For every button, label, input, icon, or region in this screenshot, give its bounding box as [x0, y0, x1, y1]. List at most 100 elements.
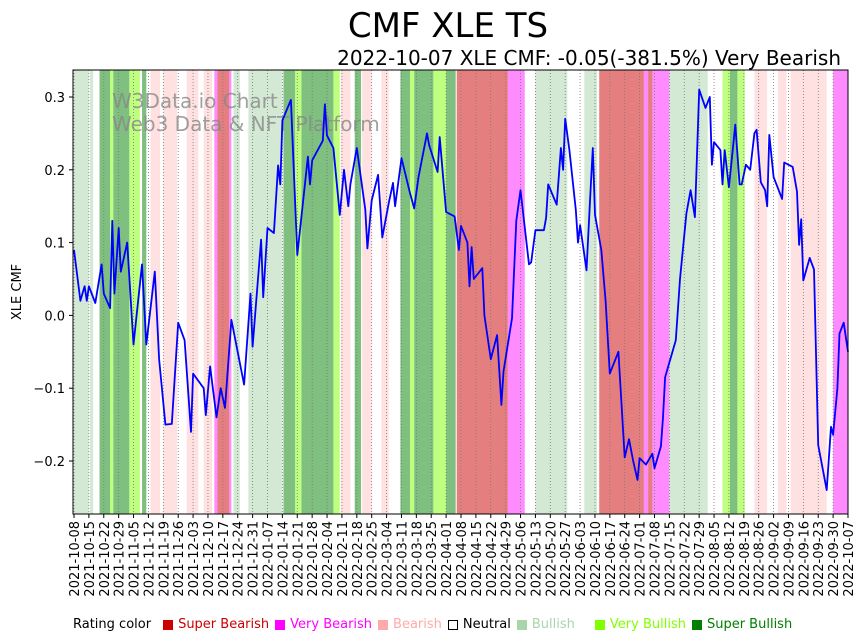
x-tick-label: 2022-08-12 [723, 521, 738, 597]
legend-swatch [691, 619, 702, 630]
x-tick-label: 2022-04-01 [440, 521, 455, 597]
x-tick-label: 2022-07-29 [693, 521, 708, 597]
x-tick-label: 2021-11-12 [142, 521, 157, 597]
legend-label: Very Bullish [609, 617, 686, 632]
x-tick-label: 2021-10-22 [98, 521, 113, 597]
chart-title: CMF XLE TS [347, 6, 549, 46]
legend-label: Super Bearish [178, 617, 270, 632]
legend-swatch [447, 619, 458, 630]
rating-band-very-bullish [129, 70, 140, 514]
rating-band-bullish [233, 70, 240, 514]
x-tick-label: 2021-12-31 [247, 521, 262, 597]
y-tick-label: 0.0 [44, 309, 65, 324]
x-tick-label: 2022-10-07 [842, 521, 857, 597]
x-tick-label: 2022-09-30 [827, 521, 842, 597]
x-tick-label: 2022-01-28 [306, 521, 321, 597]
legend-swatch [516, 619, 527, 630]
x-tick-label: 2021-12-10 [202, 521, 217, 597]
x-axis: 2021-10-08 2021-10-15 2021-10-22 2021-10-29… [68, 514, 857, 597]
x-tick-label: 2022-03-18 [410, 521, 425, 597]
x-tick-label: 2022-06-03 [574, 521, 589, 597]
legend-item-super-bearish: Super Bearish [163, 617, 269, 632]
rating-band-super-bullish [301, 70, 334, 514]
x-tick-label: 2021-10-15 [83, 521, 98, 597]
x-tick-label: 2022-02-04 [321, 521, 336, 597]
x-tick-label: 2022-04-22 [485, 521, 500, 597]
x-tick-label: 2021-12-24 [232, 521, 247, 597]
x-tick-label: 2022-05-27 [559, 521, 574, 597]
legend-item-bearish: Bearish [378, 617, 442, 632]
legend-item-very-bullish: Very Bullish [594, 617, 686, 632]
rating-band-bearish [790, 70, 827, 514]
x-tick-label: 2022-06-10 [589, 521, 604, 597]
legend-swatch [163, 619, 174, 630]
y-axis-label: XLE CMF [10, 264, 25, 320]
x-tick-label: 2022-01-14 [276, 521, 291, 597]
x-tick-label: 2022-03-25 [425, 521, 440, 597]
y-axis: 0.3 0.2 0.1 0.0 −0.1 −0.2 [33, 91, 73, 470]
rating-band-bearish [381, 70, 389, 514]
rating-band-very-bearish [652, 70, 670, 514]
x-tick-label: 2022-04-29 [500, 521, 515, 597]
legend-label: Very Bearish [290, 617, 373, 632]
rating-band-very-bearish [214, 70, 218, 514]
rating-band-super-bullish [283, 70, 296, 514]
rating-band-very-bearish [507, 70, 525, 514]
legend-item-bullish: Bullish [516, 617, 589, 632]
x-tick-label: 2021-11-26 [172, 521, 187, 597]
y-tick-label: 0.1 [44, 237, 65, 252]
legend-label: Neutral [462, 617, 511, 632]
x-tick-label: 2021-12-03 [187, 521, 202, 597]
rating-band-very-bullish [722, 70, 730, 514]
rating-band-very-bullish [737, 70, 745, 514]
rating-band-very-bullish [110, 70, 114, 514]
x-tick-label: 2022-07-08 [649, 521, 664, 597]
x-tick-label: 2022-05-20 [544, 521, 559, 597]
rating-band-super-bearish [599, 70, 644, 514]
legend-item-neutral: Neutral [447, 617, 511, 632]
rating-band-bearish [754, 70, 768, 514]
rating-band-bearish [362, 70, 372, 514]
x-tick-label: 2022-07-01 [634, 521, 649, 597]
legend-item-super-bullish: Super Bullish [691, 617, 792, 632]
rating-band-bearish [186, 70, 199, 514]
rating-band-bullish [535, 70, 568, 514]
rating-band-bearish [340, 70, 351, 514]
legend: Rating color Super Bearish Very Bearish Be… [73, 617, 798, 632]
rating-band-bullish [669, 70, 708, 514]
x-tick-label: 2022-04-15 [470, 521, 485, 597]
rating-band-super-bullish [414, 70, 434, 514]
x-tick-label: 2022-02-11 [336, 521, 351, 597]
x-tick-label: 2022-04-08 [455, 521, 470, 597]
x-tick-label: 2021-10-29 [113, 521, 128, 597]
rating-band-very-bearish [229, 70, 232, 514]
x-tick-label: 2021-11-19 [157, 521, 172, 597]
rating-band-bullish [74, 70, 89, 514]
x-tick-label: 2022-06-24 [619, 521, 634, 597]
x-tick-label: 2021-11-05 [128, 521, 143, 597]
x-tick-label: 2022-07-15 [663, 521, 678, 597]
legend-label: Bullish [531, 617, 575, 632]
rating-band-super-bullish [99, 70, 111, 514]
rating-band-super-bearish [456, 70, 508, 514]
x-tick-label: 2022-06-17 [604, 521, 619, 597]
rating-band-super-bullish [446, 70, 456, 514]
x-tick-label: 2021-12-17 [217, 521, 232, 597]
y-tick-label: −0.1 [33, 382, 65, 397]
x-tick-label: 2022-01-07 [262, 521, 277, 597]
rating-band-super-bearish [648, 70, 653, 514]
watermark: W3Data.io Chart Web3 Data & NFT Platform [112, 89, 380, 136]
x-tick-label: 2022-02-25 [366, 521, 381, 597]
y-tick-label: −0.2 [33, 455, 65, 470]
rating-band-super-bullish [113, 70, 130, 514]
legend-title: Rating color [73, 617, 152, 632]
x-tick-label: 2021-10-08 [68, 521, 83, 597]
rating-band-very-bullish [295, 70, 302, 514]
x-tick-label: 2022-01-21 [291, 521, 306, 597]
x-tick-label: 2022-03-11 [395, 521, 410, 597]
chart-subtitle: 2022-10-07 XLE CMF: -0.05(-381.5%) Very … [337, 46, 841, 70]
x-tick-label: 2022-09-09 [782, 521, 797, 597]
legend-label: Bearish [393, 617, 442, 632]
rating-band-bearish [163, 70, 178, 514]
